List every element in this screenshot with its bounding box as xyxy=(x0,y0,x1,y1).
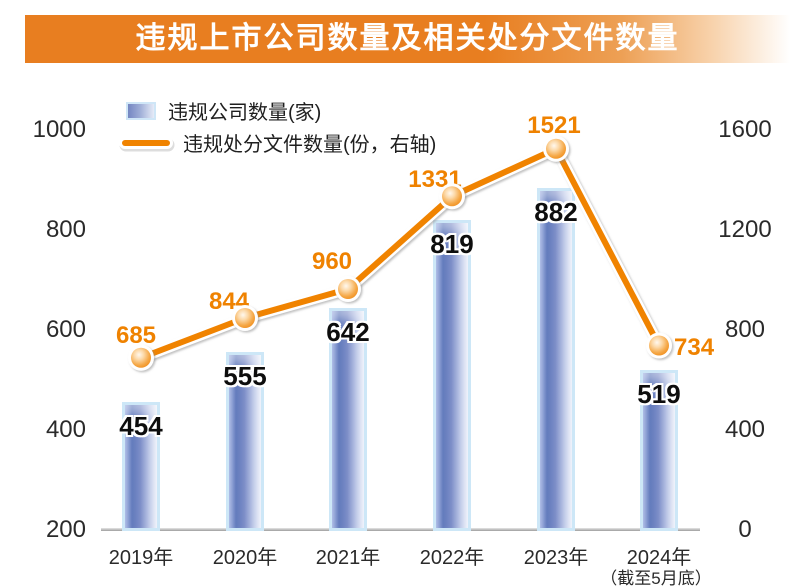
x-axis-sublabel: （截至5月底） xyxy=(600,569,712,588)
bar-value-label: 882 xyxy=(534,197,578,227)
line-marker xyxy=(338,279,358,299)
left-axis-tick: 600 xyxy=(45,316,86,343)
line-marker xyxy=(649,335,669,356)
bar-2020年 xyxy=(226,351,264,531)
x-axis-label: 2021年 xyxy=(315,547,381,569)
bar-value-label: 555 xyxy=(223,360,267,391)
x-axis-label: 2019年 xyxy=(108,547,174,569)
line-value-label: 734 xyxy=(674,333,715,361)
line-marker xyxy=(131,347,151,368)
line-value-label: 685 xyxy=(115,321,157,349)
bar-value-label: 454 xyxy=(119,411,163,441)
bar-2019年 xyxy=(122,402,160,531)
line-series-path xyxy=(138,145,662,361)
chart-title-bar: 违规上市公司数量及相关处分文件数量 xyxy=(25,15,790,63)
bar-2022年 xyxy=(433,219,471,531)
right-axis-tick: 1600 xyxy=(718,116,772,143)
x-axis-label: 2024年 xyxy=(626,547,692,569)
legend-item-line: 违规处分文件数量(份，右轴) xyxy=(122,128,436,157)
left-axis-tick: 800 xyxy=(45,216,86,243)
chart-title: 违规上市公司数量及相关处分文件数量 xyxy=(135,22,680,55)
bar-2023年 xyxy=(537,188,575,531)
right-axis-tick: 400 xyxy=(724,416,766,443)
right-axis-tick: 800 xyxy=(724,316,766,343)
x-axis-label: 2022年 xyxy=(419,547,485,569)
x-axis-label: 2023年 xyxy=(523,547,589,569)
line-legend-label: 违规处分文件数量(份，右轴) xyxy=(183,134,437,156)
x-axis-line xyxy=(101,528,700,531)
bar-value-label: 642 xyxy=(326,317,370,347)
bar-legend-label: 违规公司数量(家) xyxy=(168,102,322,124)
right-axis-tick: 0 xyxy=(738,516,752,543)
line-marker xyxy=(546,138,566,159)
line-value-label: 960 xyxy=(311,248,353,275)
legend-item-bar: 违规公司数量(家) xyxy=(126,96,321,125)
left-axis-tick: 400 xyxy=(45,416,86,443)
right-axis-tick: 1200 xyxy=(718,216,772,243)
line-marker xyxy=(442,186,462,207)
bar-2021年 xyxy=(329,308,367,531)
bar-value-label: 819 xyxy=(430,228,474,259)
bar-legend-swatch-icon xyxy=(126,101,156,120)
x-axis-label: 2020年 xyxy=(212,547,278,569)
bar-2024年 xyxy=(640,369,678,531)
bar-value-label: 519 xyxy=(637,378,681,409)
line-marker xyxy=(235,308,255,328)
left-axis-tick: 1000 xyxy=(32,116,86,143)
left-axis-tick: 200 xyxy=(45,516,86,543)
line-value-label: 1521 xyxy=(527,111,581,139)
line-legend-swatch-icon xyxy=(122,139,170,146)
